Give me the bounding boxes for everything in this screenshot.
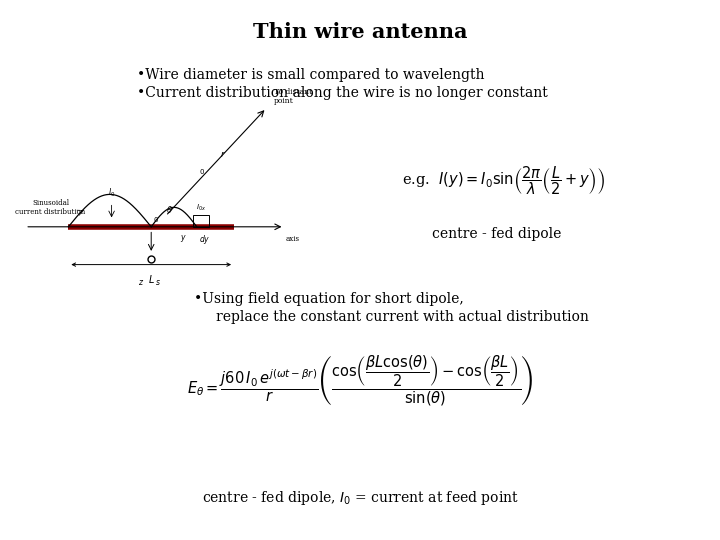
Text: $0$: $0$: [153, 215, 158, 224]
Text: •Using field equation for short dipole,: •Using field equation for short dipole,: [194, 292, 464, 306]
Text: $s$: $s$: [155, 278, 161, 287]
Text: $\theta$: $\theta$: [166, 204, 173, 215]
Text: $L$: $L$: [148, 273, 155, 285]
Text: •Wire diameter is small compared to wavelength: •Wire diameter is small compared to wave…: [137, 68, 485, 82]
Text: $0$: $0$: [199, 166, 204, 176]
Text: $dy$: $dy$: [199, 233, 211, 246]
Text: $E_\theta = \dfrac{j60\,I_0\,e^{j(\omega t-\beta r)}}{r}\left(\dfrac{\cos\!\left: $E_\theta = \dfrac{j60\,I_0\,e^{j(\omega…: [186, 354, 534, 408]
Text: •Current distribution along the wire is no longer constant: •Current distribution along the wire is …: [137, 86, 547, 100]
Text: Sinusoidal
current distribution: Sinusoidal current distribution: [15, 199, 86, 216]
Text: $y$: $y$: [180, 233, 187, 244]
Text: axis: axis: [286, 235, 300, 243]
Text: replace the constant current with actual distribution: replace the constant current with actual…: [216, 310, 589, 325]
Bar: [193, 215, 209, 227]
Text: $I_{0x}$: $I_{0x}$: [196, 202, 206, 213]
Text: $I_0$: $I_0$: [108, 187, 115, 199]
Text: Thin wire antenna: Thin wire antenna: [253, 22, 467, 42]
Text: $z$: $z$: [138, 278, 144, 287]
Text: e.g.  $I(y) = I_0 \sin\!\left(\dfrac{2\pi}{\lambda}\left(\dfrac{L}{2}+y\right)\r: e.g. $I(y) = I_0 \sin\!\left(\dfrac{2\pi…: [402, 165, 606, 197]
Text: $r$: $r$: [220, 149, 225, 159]
Text: To distant
point: To distant point: [274, 88, 312, 105]
Text: centre - fed dipole, $I_0$ = current at feed point: centre - fed dipole, $I_0$ = current at …: [202, 489, 518, 507]
Text: centre - fed dipole: centre - fed dipole: [432, 227, 562, 241]
